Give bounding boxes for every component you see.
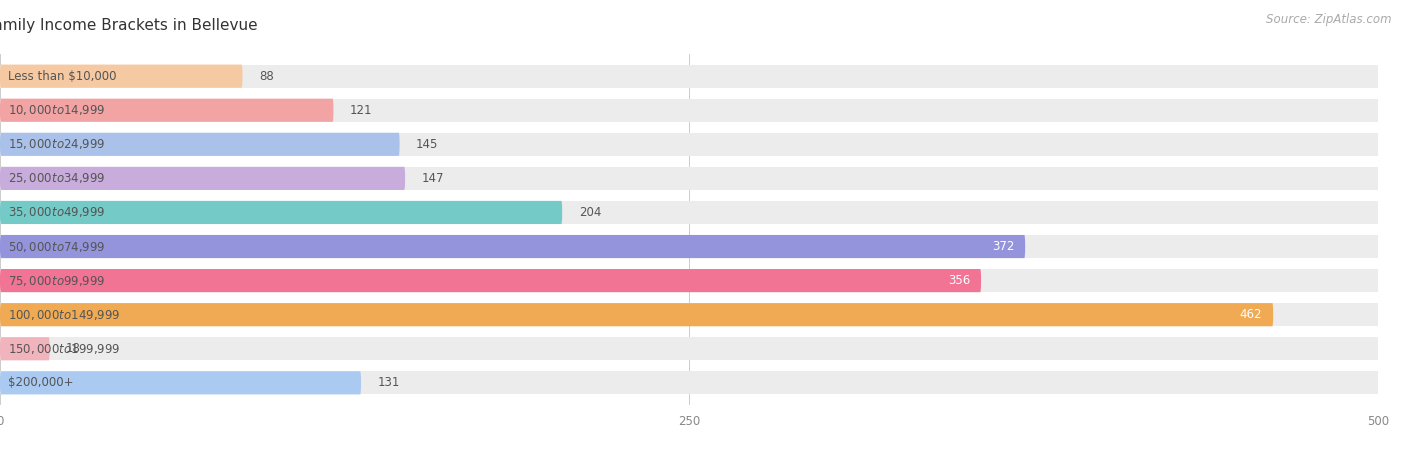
Text: $75,000 to $99,999: $75,000 to $99,999	[8, 274, 105, 288]
FancyBboxPatch shape	[0, 235, 1025, 258]
Bar	[0, 99, 1378, 122]
Bar	[0, 371, 1378, 395]
Text: Family Income Brackets in Bellevue: Family Income Brackets in Bellevue	[0, 18, 257, 33]
Text: 147: 147	[422, 172, 444, 185]
Text: $10,000 to $14,999: $10,000 to $14,999	[8, 103, 105, 117]
FancyBboxPatch shape	[0, 269, 981, 292]
FancyBboxPatch shape	[0, 201, 562, 224]
Bar	[0, 64, 1378, 88]
FancyBboxPatch shape	[0, 371, 361, 395]
FancyBboxPatch shape	[0, 99, 333, 122]
Text: $15,000 to $24,999: $15,000 to $24,999	[8, 137, 105, 151]
FancyBboxPatch shape	[0, 303, 1274, 326]
Bar	[0, 337, 1378, 360]
Text: 131: 131	[378, 376, 399, 389]
Text: $35,000 to $49,999: $35,000 to $49,999	[8, 206, 105, 220]
Bar	[0, 133, 1378, 156]
Bar	[0, 201, 1378, 224]
Text: Less than $10,000: Less than $10,000	[8, 70, 117, 83]
Text: 372: 372	[991, 240, 1014, 253]
FancyBboxPatch shape	[0, 167, 405, 190]
FancyBboxPatch shape	[0, 64, 242, 88]
FancyBboxPatch shape	[0, 337, 49, 360]
Bar	[0, 235, 1378, 258]
Text: $50,000 to $74,999: $50,000 to $74,999	[8, 239, 105, 253]
Text: 356: 356	[948, 274, 970, 287]
Text: 145: 145	[416, 138, 439, 151]
Text: 462: 462	[1240, 308, 1263, 321]
Bar	[0, 303, 1378, 326]
Text: $25,000 to $34,999: $25,000 to $34,999	[8, 171, 105, 185]
Text: 88: 88	[259, 70, 274, 83]
Text: $100,000 to $149,999: $100,000 to $149,999	[8, 308, 121, 322]
Text: $200,000+: $200,000+	[8, 376, 73, 389]
Text: Source: ZipAtlas.com: Source: ZipAtlas.com	[1267, 14, 1392, 27]
Bar	[0, 269, 1378, 292]
Text: $150,000 to $199,999: $150,000 to $199,999	[8, 342, 121, 356]
Bar	[0, 167, 1378, 190]
Text: 121: 121	[350, 104, 373, 117]
Text: 204: 204	[579, 206, 602, 219]
Text: 18: 18	[66, 342, 82, 355]
FancyBboxPatch shape	[0, 133, 399, 156]
